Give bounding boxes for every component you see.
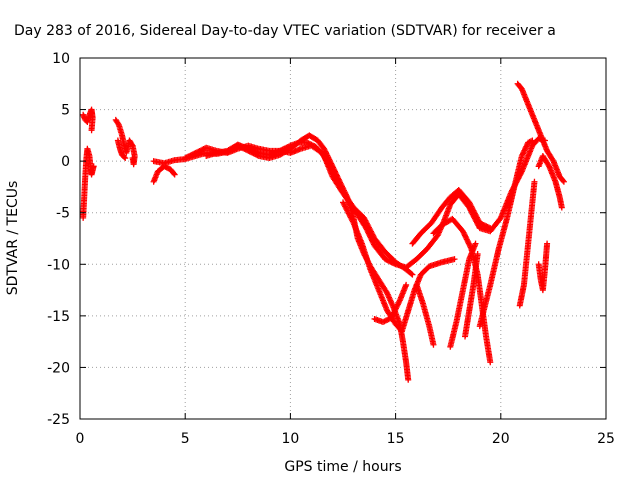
data-point [558, 204, 565, 211]
x-tick-label: 10 [281, 431, 299, 447]
y-tick-label: -20 [47, 360, 70, 376]
y-tick-label: 0 [61, 154, 70, 170]
data-point [474, 250, 481, 257]
data-point [88, 127, 95, 134]
data-point [122, 155, 129, 162]
axis-ticks: 0 5 10 15 20 25 -25 -20 -15 -10 -5 0 5 10 [47, 51, 615, 447]
y-axis-label: SDTVAR / TECUs [5, 181, 21, 296]
data-point [472, 240, 479, 247]
x-tick-label: 25 [597, 431, 615, 447]
x-tick-label: 5 [181, 431, 190, 447]
y-tick-label: 5 [61, 103, 70, 119]
data-point [451, 256, 458, 263]
data-point [531, 178, 538, 185]
data-point [529, 137, 536, 144]
y-tick-label: -5 [56, 206, 70, 222]
data-point [403, 281, 410, 288]
data-point [90, 163, 97, 170]
data-point [487, 225, 494, 232]
data-point [121, 154, 128, 161]
data-point [170, 170, 177, 177]
data-point [430, 341, 437, 348]
y-tick-label: -25 [47, 412, 70, 428]
x-axis-label: GPS time / hours [284, 459, 401, 475]
y-tick-label: -10 [47, 257, 70, 273]
data-point [408, 270, 415, 277]
data-point [544, 240, 551, 247]
data-marks [80, 80, 567, 383]
x-tick-label: 20 [492, 431, 510, 447]
x-tick-label: 15 [387, 431, 405, 447]
y-tick-label: -15 [47, 309, 70, 325]
data-point [171, 171, 178, 178]
data-point [115, 120, 122, 127]
x-tick-label: 0 [76, 431, 85, 447]
data-point [128, 141, 135, 148]
data-point [487, 359, 494, 366]
data-point [560, 177, 567, 184]
data-point [129, 155, 136, 162]
chart-title: Day 283 of 2016, Sidereal Day-to-day VTE… [14, 23, 556, 39]
plot-frame [79, 57, 607, 420]
data-point [405, 376, 412, 383]
data-point [560, 178, 567, 185]
data-point [409, 271, 416, 278]
y-tick-label: 10 [52, 51, 70, 67]
